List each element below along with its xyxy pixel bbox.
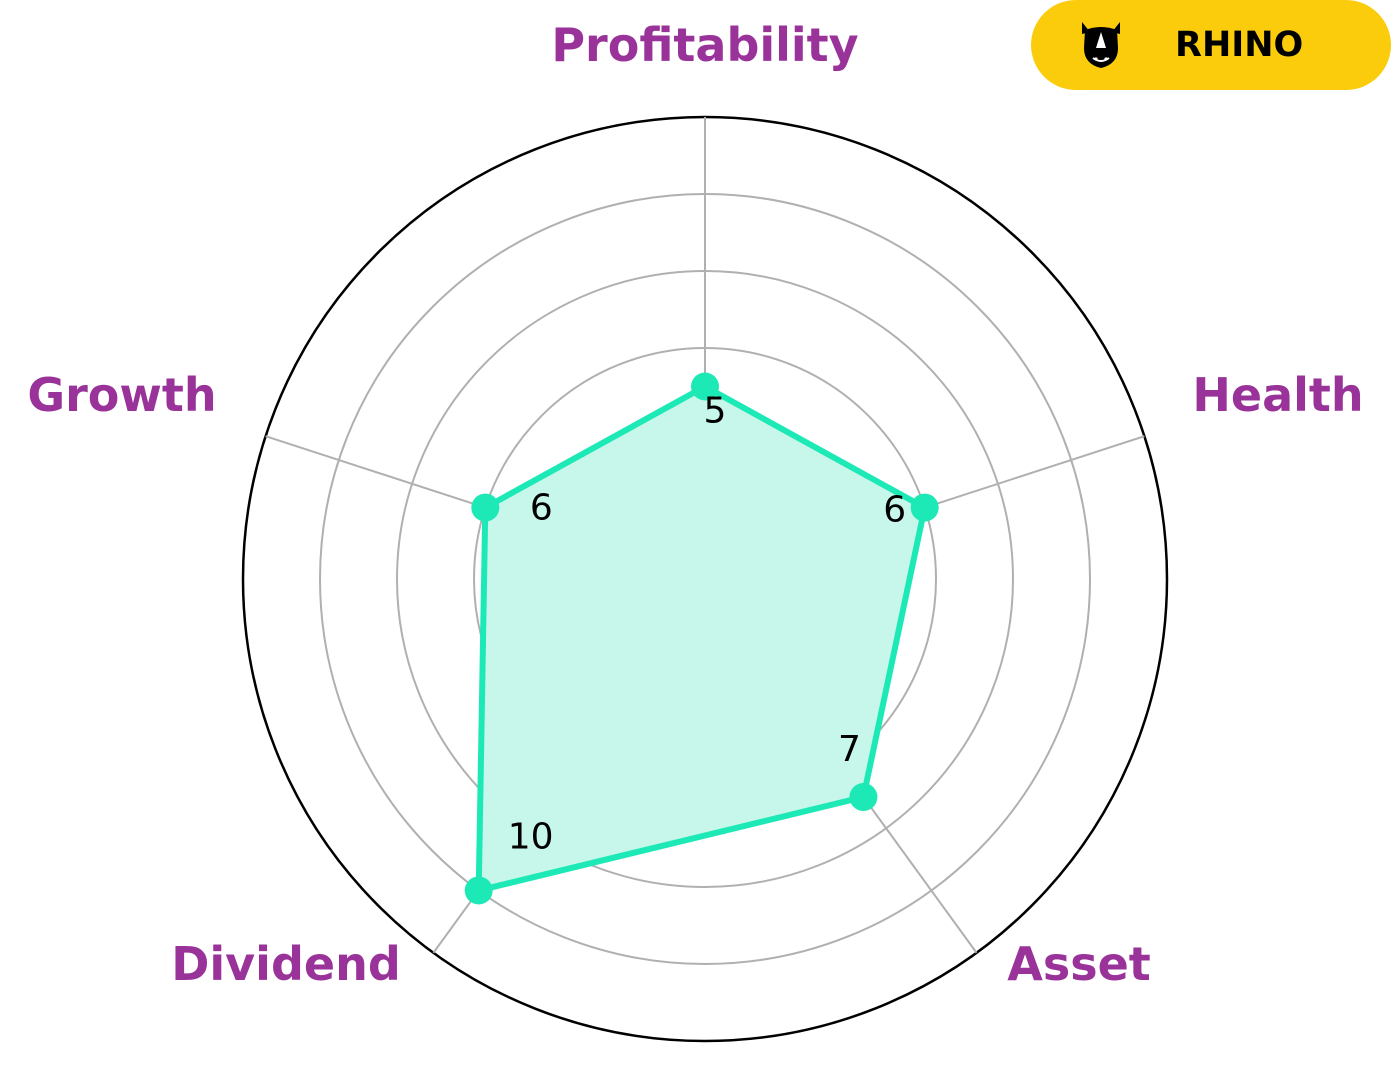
series-layer xyxy=(464,372,939,905)
axis-label-growth: Growth xyxy=(27,368,216,422)
series-area xyxy=(475,383,928,894)
axis-label-profitability: Profitability xyxy=(551,18,858,72)
value-label-layer: 5 6 7 10 6 xyxy=(508,391,906,858)
axis-label-asset: Asset xyxy=(1007,937,1151,991)
logo-text: RHINO xyxy=(1175,25,1304,65)
value-label-asset: 7 xyxy=(838,729,861,770)
data-point-dividend xyxy=(464,876,493,905)
data-point-profitability xyxy=(691,372,719,401)
value-label-health: 6 xyxy=(883,490,906,531)
rhino-logo-badge: RHINO xyxy=(1031,0,1391,90)
axis-label-health: Health xyxy=(1192,368,1363,422)
value-label-profitability: 5 xyxy=(704,391,727,432)
axis-label-layer: Profitability Health Asset Dividend Growth xyxy=(27,18,1363,991)
data-point-growth xyxy=(471,493,500,522)
axis-label-dividend: Dividend xyxy=(171,937,401,991)
data-point-health xyxy=(910,493,939,522)
data-point-asset xyxy=(849,783,878,812)
value-label-growth: 6 xyxy=(530,488,553,529)
rhino-head-icon xyxy=(1076,18,1126,72)
value-label-dividend: 10 xyxy=(508,816,554,857)
